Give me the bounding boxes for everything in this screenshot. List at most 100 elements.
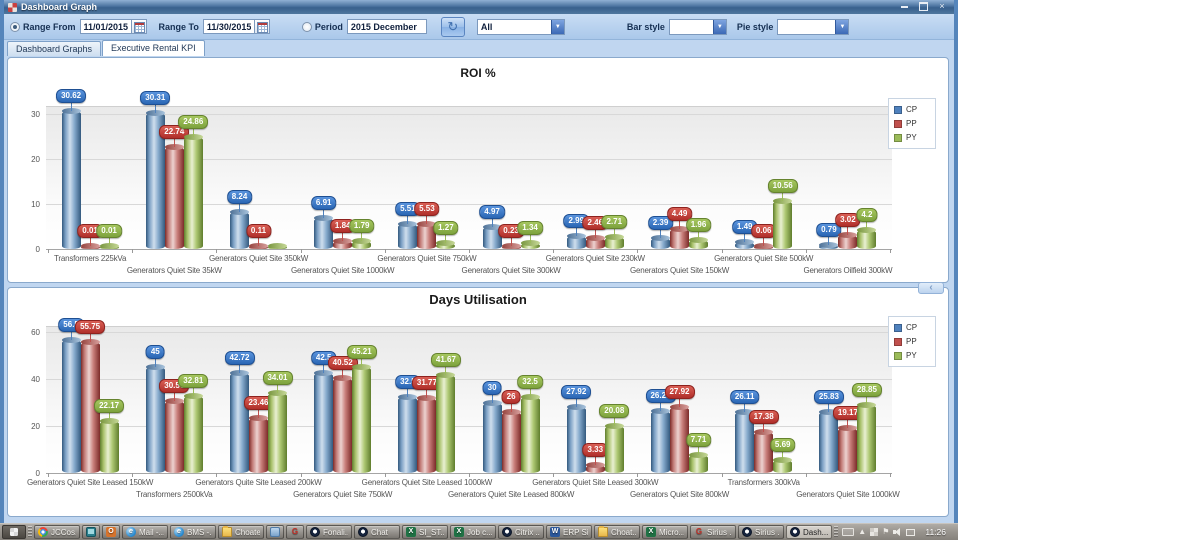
data-label-connector [173,137,175,147]
data-label-connector [323,364,325,374]
taskbar-button[interactable] [82,525,100,539]
hardware-icon[interactable] [906,529,916,536]
pie-style-dropdown[interactable]: ▼ [777,18,850,35]
data-label: 22.17 [94,398,125,413]
volume-icon[interactable] [893,527,902,537]
data-label: 45.21 [346,344,377,359]
x-axis-category-label: Transformers 225kVa [53,254,127,263]
taskbar-button[interactable]: Sirius ... [738,525,784,539]
start-button[interactable] [2,525,26,539]
refresh-button[interactable]: ↻ [440,16,465,37]
y-axis-tick-label: 20 [31,422,40,431]
bar-pp [80,242,100,249]
data-label-connector [192,386,194,396]
minimize-button[interactable] [896,2,912,13]
range-to-calendar-icon[interactable] [254,19,270,34]
taskbar-button-label: Sirius ... [707,527,732,537]
taskbar-gripper[interactable] [28,526,32,538]
period-label: Period [314,21,343,32]
x-axis-category-label: Generators Quiet Site 1000kW [291,266,395,275]
taskbar-button[interactable]: Citrix ... [498,525,544,539]
x-axis-tickmark [384,473,386,477]
taskbar-button[interactable]: Dash... [786,525,832,539]
taskbar-button[interactable]: Mail -... [122,525,168,539]
bar-pp [249,414,268,473]
system-tray: ▲ ⚑ 11:26 [834,525,956,539]
bar-style-dropdown[interactable]: ▼ [668,18,727,35]
y-axis-tick-label: 0 [35,245,40,254]
range-to-label: Range To [158,21,199,32]
taskbar-button[interactable] [102,525,120,539]
taskbar-button[interactable]: Choate [218,525,264,539]
taskbar-button[interactable]: Job c... [450,525,496,539]
range-radio[interactable] [10,21,20,32]
data-label: 4.97 [479,204,505,219]
restore-button[interactable] [915,2,931,13]
taskbar-clock[interactable]: 11:26 [925,527,946,537]
taskbar-button-label: SI_ST... [419,527,444,537]
data-label-connector [594,228,596,238]
x-axis-category-label: Generators Quiet Site Leased 150kW [27,478,154,487]
taskbar-button[interactable]: JCCos... [34,525,80,539]
data-label-connector [660,402,661,412]
data-label: 1.34 [517,220,543,235]
taskbar-button[interactable]: BMS -... [170,525,216,539]
collapse-splitter-button[interactable]: ‹ [918,282,944,294]
data-label-connector [510,236,512,246]
data-label: 27.92 [664,385,695,400]
x-axis-tickmark [553,473,555,477]
taskbar-button[interactable]: Fonali... [306,525,352,539]
x-axis-tickmark [300,473,302,477]
bar-cp [482,223,502,249]
bar-cp [398,393,418,473]
data-label: 42.72 [224,350,255,365]
filter-dropdown[interactable]: All ▼ [476,18,565,35]
tray-gripper[interactable] [834,526,839,538]
taskbar-button[interactable]: ERP Si... [546,525,592,539]
legend-label-py: PY [906,351,917,360]
show-hidden-icons-button[interactable]: ▲ [858,527,867,536]
range-to-input[interactable] [202,19,255,34]
taskbar-button[interactable] [286,525,304,539]
data-label-connector [342,231,344,241]
action-center-flag-icon[interactable]: ⚑ [882,527,890,536]
period-radio[interactable] [301,21,312,32]
x-axis-tickmark [216,473,218,477]
data-label-connector [782,192,784,202]
data-label-connector [361,357,363,367]
taskbar-button[interactable]: Micro... [642,525,688,539]
taskbar-button-label: Mail -... [139,527,164,537]
data-label-connector [744,233,746,243]
taskbar-button[interactable]: Sirius ... [690,525,736,539]
data-label: 1.96 [685,218,712,233]
taskbar-button[interactable]: SI_ST... [402,525,448,539]
taskbar-button[interactable] [266,525,284,539]
tab-dashboard-graphs[interactable]: Dashboard Graphs [7,41,102,56]
data-label-connector [575,226,577,236]
x-axis-category-label: Generators Quiet Site 500kW [714,254,814,263]
windows-logo-tray-icon[interactable] [870,528,879,536]
desktop-preview-icon[interactable] [842,528,855,536]
bar-style-label: Bar style [626,21,665,32]
range-from-calendar-icon[interactable] [131,19,147,34]
period-input[interactable] [346,19,427,34]
data-label-connector [847,418,849,428]
data-label: 0.11 [245,223,272,238]
citrix-icon [358,527,368,537]
data-label: 8.24 [226,189,253,204]
close-button[interactable]: × [939,0,945,11]
bar-pp [417,221,437,249]
x-axis-tickmark [637,249,639,253]
bar-py [857,402,877,473]
bar-py [99,242,119,249]
bar-pp [333,237,353,249]
data-label: 31.77 [411,376,442,391]
taskbar-button[interactable]: Chat [354,525,400,539]
data-label: 2.71 [601,214,628,229]
legend-swatch-py [894,351,902,360]
range-from-input[interactable] [79,19,132,34]
taskbar-button[interactable]: Choat... [594,525,640,539]
excel-icon [454,527,464,537]
bar-py [520,239,540,249]
tab-executive-rental-kpi[interactable]: Executive Rental KPI [102,40,205,56]
